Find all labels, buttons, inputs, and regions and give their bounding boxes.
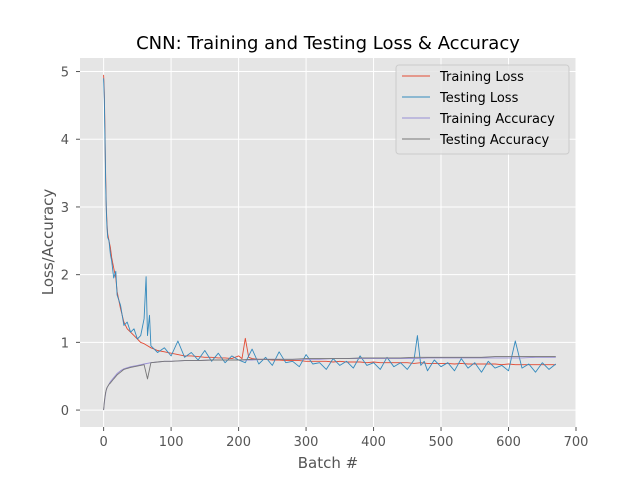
x-tick-label: 100 [159, 435, 184, 450]
y-tick-label: 3 [61, 201, 69, 216]
y-tick-label: 2 [61, 269, 69, 284]
series-line-testing-accuracy [103, 356, 556, 411]
x-tick-label: 700 [564, 435, 589, 450]
legend: Training Loss Testing Loss Training Accura… [395, 64, 570, 155]
y-axis-ticks: 0 1 2 3 4 5 [61, 66, 80, 419]
x-tick-label: 600 [496, 435, 521, 450]
grid [80, 58, 577, 427]
legend-label-testing-loss: Testing Loss [439, 91, 519, 106]
x-tick-label: 300 [294, 435, 319, 450]
legend-label-training-loss: Training Loss [439, 70, 524, 85]
series-layer [103, 74, 557, 411]
x-axis-label: Batch # [298, 454, 358, 472]
x-tick-label: 500 [429, 435, 454, 450]
y-tick-label: 0 [61, 404, 69, 419]
legend-box [395, 64, 570, 155]
x-tick-label: 0 [99, 435, 107, 450]
legend-label-testing-accuracy: Testing Accuracy [439, 133, 549, 148]
y-tick-label: 4 [61, 133, 69, 148]
series-line-testing-loss [103, 78, 557, 373]
x-axis-ticks: 0 100 200 300 400 500 600 700 [99, 427, 588, 450]
x-tick-label: 400 [361, 435, 386, 450]
x-tick-label: 200 [226, 435, 251, 450]
y-tick-label: 1 [61, 336, 69, 351]
y-axis-label: Loss/Accuracy [39, 189, 57, 296]
legend-label-training-accuracy: Training Accuracy [439, 112, 555, 127]
chart-title: CNN: Training and Testing Loss & Accurac… [136, 33, 520, 54]
y-tick-label: 5 [61, 66, 69, 81]
